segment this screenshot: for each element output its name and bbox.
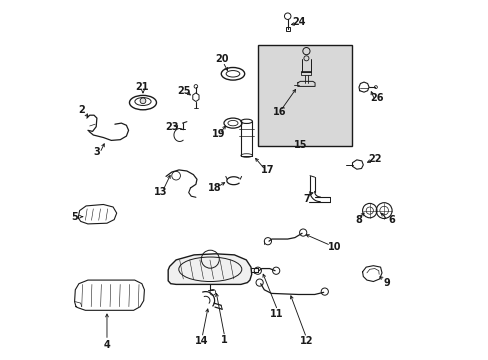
Text: 6: 6	[387, 215, 394, 225]
Bar	[285, 27, 289, 31]
Text: 20: 20	[215, 54, 228, 64]
Text: 3: 3	[93, 147, 100, 157]
Text: 26: 26	[369, 93, 383, 103]
Text: 25: 25	[177, 86, 190, 96]
Text: 11: 11	[269, 309, 283, 319]
Text: 7: 7	[303, 194, 309, 204]
Text: 10: 10	[327, 242, 341, 252]
Text: 15: 15	[293, 140, 306, 150]
Text: 16: 16	[272, 107, 286, 117]
Text: 14: 14	[194, 336, 207, 346]
Text: 13: 13	[154, 186, 167, 197]
Text: 18: 18	[208, 183, 222, 193]
Text: 23: 23	[164, 122, 178, 132]
Text: 8: 8	[355, 215, 362, 225]
Text: 2: 2	[78, 105, 85, 115]
Text: 22: 22	[367, 154, 381, 164]
Bar	[258, 45, 351, 146]
Bar	[301, 71, 310, 75]
Text: 17: 17	[261, 165, 274, 175]
Polygon shape	[168, 254, 251, 284]
Text: 5: 5	[71, 212, 78, 222]
Circle shape	[140, 98, 145, 104]
Text: 19: 19	[211, 129, 225, 139]
Text: 9: 9	[383, 278, 389, 288]
Text: 1: 1	[221, 335, 227, 345]
Text: 12: 12	[299, 336, 312, 346]
Text: 4: 4	[103, 340, 110, 350]
Text: 24: 24	[292, 17, 305, 27]
Text: 21: 21	[135, 82, 148, 92]
